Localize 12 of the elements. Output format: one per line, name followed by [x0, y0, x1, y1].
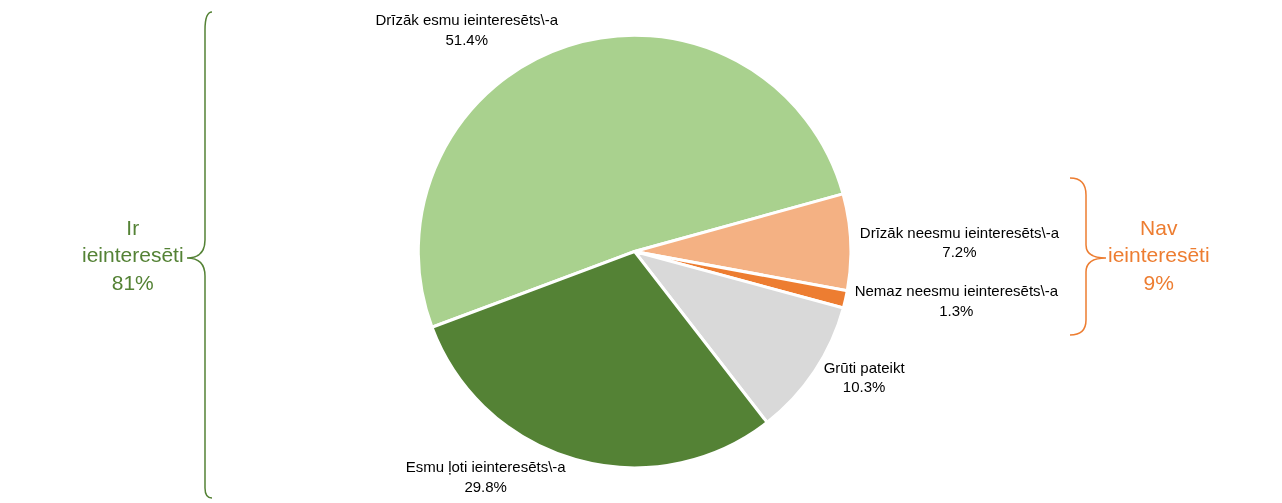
text: Ir ieinteresēti 81%: [82, 216, 184, 294]
data-label: 29.8%: [464, 477, 507, 495]
slice-label: Esmu ļoti ieinteresēts\-a: [405, 458, 567, 476]
slice-label: Drīzāk esmu ieinteresēts\-a: [375, 11, 559, 29]
slice-label: Drīzāk neesmu ieinteresēts\-a: [859, 223, 1060, 241]
slice-label: Nemaz neesmu ieinteresēts\-a: [854, 282, 1059, 300]
text: Nav ieinteresēti 9%: [1108, 216, 1210, 294]
data-label: 51.4%: [445, 30, 489, 48]
data-label: 7.2%: [942, 243, 977, 261]
data-label: 1.3%: [939, 301, 974, 319]
data-label: 10.3%: [842, 378, 886, 396]
slice-label: Grūti pateikt: [823, 358, 906, 376]
